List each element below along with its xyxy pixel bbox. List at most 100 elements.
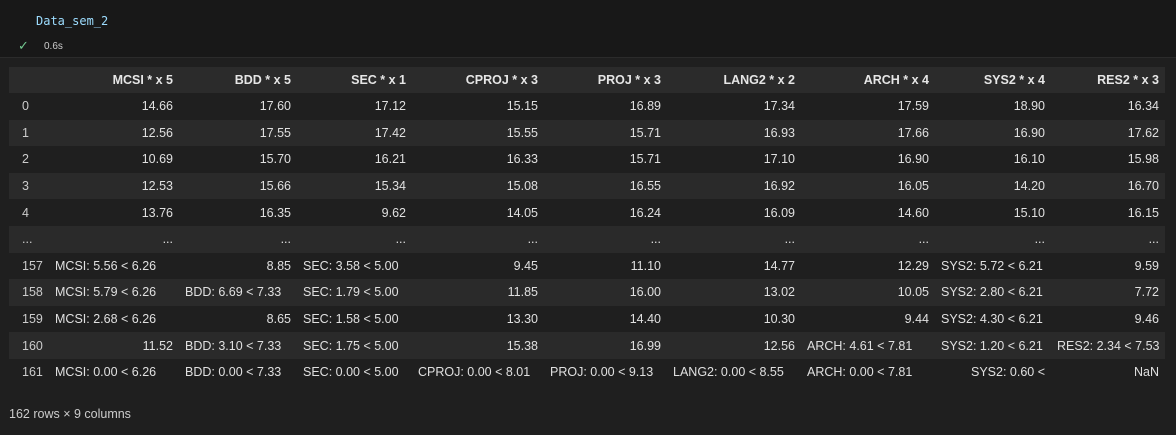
index-header [9,67,49,93]
row-index: 161 [22,365,43,380]
table-cell: 16.10 [1013,152,1045,167]
execution-status: ✓ 0.6s [18,39,63,53]
row-index: ... [22,232,33,247]
table-cell: 9.59 [1134,258,1159,273]
column-header: LANG2 * x 2 [667,67,801,93]
table-cell: 14.40 [629,312,661,327]
table-cell: 15.15 [506,99,538,114]
table-cell: ... [650,232,661,247]
table-cell: ... [1148,232,1159,247]
table-cell: 17.59 [897,99,929,114]
table-cell: CPROJ: 0.00 < 8.01 [418,365,531,380]
table-cell: MCSI: 5.56 < 6.26 [55,258,157,273]
table-cell: ... [395,232,406,247]
table-cell: 15.10 [1013,205,1045,220]
table-row: 1 12.56 17.55 17.42 15.55 15.71 16.93 17.66 16.9… [9,119,1165,147]
table-cell: MCSI: 5.79 < 6.26 [55,285,157,300]
table-row: 4 13.76 16.35 9.62 14.05 16.24 16.09 14.60 15.10… [9,199,1165,226]
table-cell: SYS2: 4.30 < 6.21 [941,312,1043,327]
row-index: 160 [22,338,43,353]
table-cell: 14.60 [897,205,929,220]
table-cell: 9.46 [1134,312,1159,327]
table-cell: 9.62 [381,205,406,220]
row-index: 158 [22,285,43,300]
table-cell: 16.05 [897,179,929,194]
table-cell: 16.33 [506,152,538,167]
row-index: 2 [22,152,29,167]
table-cell: 16.09 [763,205,795,220]
table-cell: 12.56 [763,338,795,353]
table-cell: 17.66 [897,125,929,140]
row-index: 159 [22,312,43,327]
table-row: 159 MCSI: 2.68 < 6.26 8.65 SEC: 1.58 < 5.00… [9,305,1165,333]
row-index: 0 [22,99,29,114]
table-cell: 16.00 [629,285,661,300]
table-cell: BDD: 0.00 < 7.33 [185,365,282,380]
table-cell: 10.05 [897,285,929,300]
row-index: 4 [22,205,29,220]
table-cell: ARCH: 4.61 < 7.81 [807,338,913,353]
table-cell: 17.55 [259,125,291,140]
table-shape-label: 162 rows × 9 columns [9,407,131,421]
table-cell: MCSI: 0.00 < 6.26 [55,365,157,380]
table-cell: PROJ: 0.00 < 9.13 [550,365,654,380]
table-cell: SEC: 1.75 < 5.00 [303,338,399,353]
table-cell: 16.92 [763,179,795,194]
column-header: PROJ * x 3 [544,67,667,93]
table-cell: 14.77 [763,258,795,273]
table-cell: 15.38 [506,338,538,353]
table-cell: 10.30 [763,312,795,327]
table-cell: 16.15 [1127,205,1159,220]
table-cell: 15.71 [629,125,661,140]
table-cell: 16.21 [374,152,406,167]
table-cell: ... [784,232,795,247]
table-cell: 7.72 [1134,285,1159,300]
table-cell: 16.55 [629,179,661,194]
check-icon: ✓ [18,38,29,53]
table-cell: 12.29 [897,258,929,273]
table-cell: 15.70 [259,152,291,167]
table-cell: BDD: 6.69 < 7.33 [185,285,282,300]
table-cell: 14.20 [1013,179,1045,194]
table-cell: SYS2: 1.20 < 6.21 [941,338,1043,353]
column-header: SYS2 * x 4 [935,67,1051,93]
table-cell: 13.02 [763,285,795,300]
notebook-cell[interactable]: Data_sem_2 ✓ 0.6s [0,0,1176,58]
table-row: 0 14.66 17.60 17.12 15.15 16.89 17.34 17.59 18.9… [9,93,1165,120]
table-cell: 16.89 [629,99,661,114]
table-cell: 17.10 [763,152,795,167]
table-cell: SYS2: 5.72 < 6.21 [941,258,1043,273]
table-row: 160 11.52 BDD: 3.10 < 7.33 SEC: 1.75 < 5.00… [9,332,1165,359]
table-cell: ... [918,232,929,247]
code-editor-line[interactable]: Data_sem_2 [36,14,109,28]
table-cell: BDD: 3.10 < 7.33 [185,338,282,353]
table-cell: NaN [1133,365,1159,380]
table-cell: MCSI: 2.68 < 6.26 [55,312,157,327]
table-cell: SEC: 0.00 < 5.00 [303,365,399,380]
column-header: ARCH * x 4 [801,67,935,93]
table-cell: 17.34 [763,99,795,114]
table-cell: 16.93 [763,125,795,140]
column-header: RES2 * x 3 [1051,67,1165,93]
table-cell: 15.66 [259,179,291,194]
row-index: 157 [22,258,43,273]
table-cell: 13.30 [506,312,538,327]
row-index: 3 [22,179,29,194]
table-cell: LANG2: 0.00 < 8.55 [673,365,784,380]
table-cell: 15.98 [1127,152,1159,167]
table-row: 158 MCSI: 5.79 < 6.26 BDD: 6.69 < 7.33 SEC:… [9,279,1165,306]
table-row: .............................. [9,225,1165,253]
table-cell: 16.70 [1127,179,1159,194]
table-cell: ... [280,232,291,247]
table-row: 157 MCSI: 5.56 < 6.26 8.85 SEC: 3.58 < 5.00… [9,252,1165,280]
table-cell: SEC: 1.58 < 5.00 [303,312,399,327]
table-cell: RES2: 2.34 < 7.53 [1057,338,1160,353]
table-cell: 9.45 [513,258,538,273]
table-cell: SEC: 1.79 < 5.00 [303,285,399,300]
table-cell: ... [527,232,538,247]
table-cell: 12.56 [141,125,173,140]
table-cell: 16.90 [1013,125,1045,140]
table-cell: 15.08 [506,179,538,194]
